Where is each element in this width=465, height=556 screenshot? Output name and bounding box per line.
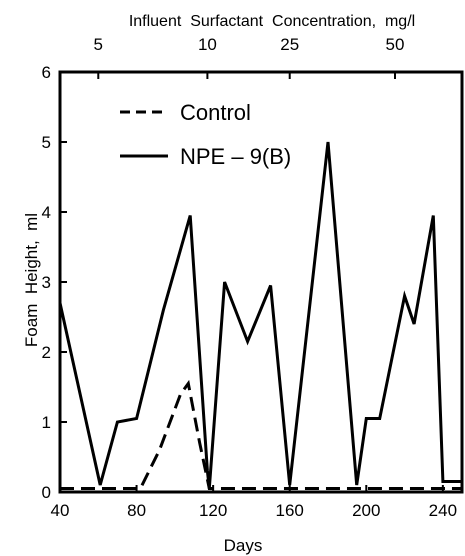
- top-tick-label: 10: [198, 35, 217, 54]
- legend-label: Control: [180, 100, 251, 125]
- top-axis-title: Influent Surfactant Concentration, mg/l: [129, 13, 415, 30]
- x-tick-label: 80: [127, 501, 146, 520]
- top-axis-ticks: 5 10 25 50: [94, 35, 405, 79]
- top-tick-label: 50: [386, 35, 405, 54]
- y-axis-ticks: 0 1 2 3 4 5 6: [42, 63, 67, 502]
- legend-label: NPE – 9(B): [180, 144, 291, 169]
- y-axis-title: Foam Height, ml: [22, 213, 41, 347]
- series-line-control: [60, 379, 462, 490]
- y-tick-label: 0: [42, 483, 51, 502]
- plot-frame: [58, 70, 464, 494]
- x-axis-ticks: 40 80 120 160 200 240: [51, 485, 457, 520]
- x-tick-label: 240: [429, 501, 457, 520]
- series-layer: [58, 141, 462, 490]
- legend: Control NPE – 9(B): [120, 100, 291, 169]
- x-axis-title: Days: [224, 536, 263, 555]
- x-tick-label: 120: [199, 501, 227, 520]
- y-tick-label: 3: [42, 273, 51, 292]
- top-tick-label: 5: [94, 35, 103, 54]
- x-tick-label: 40: [51, 501, 70, 520]
- series-line-npe-9b: [58, 141, 462, 489]
- top-tick-label: 25: [280, 35, 299, 54]
- x-tick-label: 200: [352, 501, 380, 520]
- y-tick-label: 5: [42, 133, 51, 152]
- y-tick-label: 1: [42, 413, 51, 432]
- y-tick-label: 4: [42, 203, 51, 222]
- x-tick-label: 160: [276, 501, 304, 520]
- y-tick-label: 2: [42, 343, 51, 362]
- y-tick-label: 6: [42, 63, 51, 82]
